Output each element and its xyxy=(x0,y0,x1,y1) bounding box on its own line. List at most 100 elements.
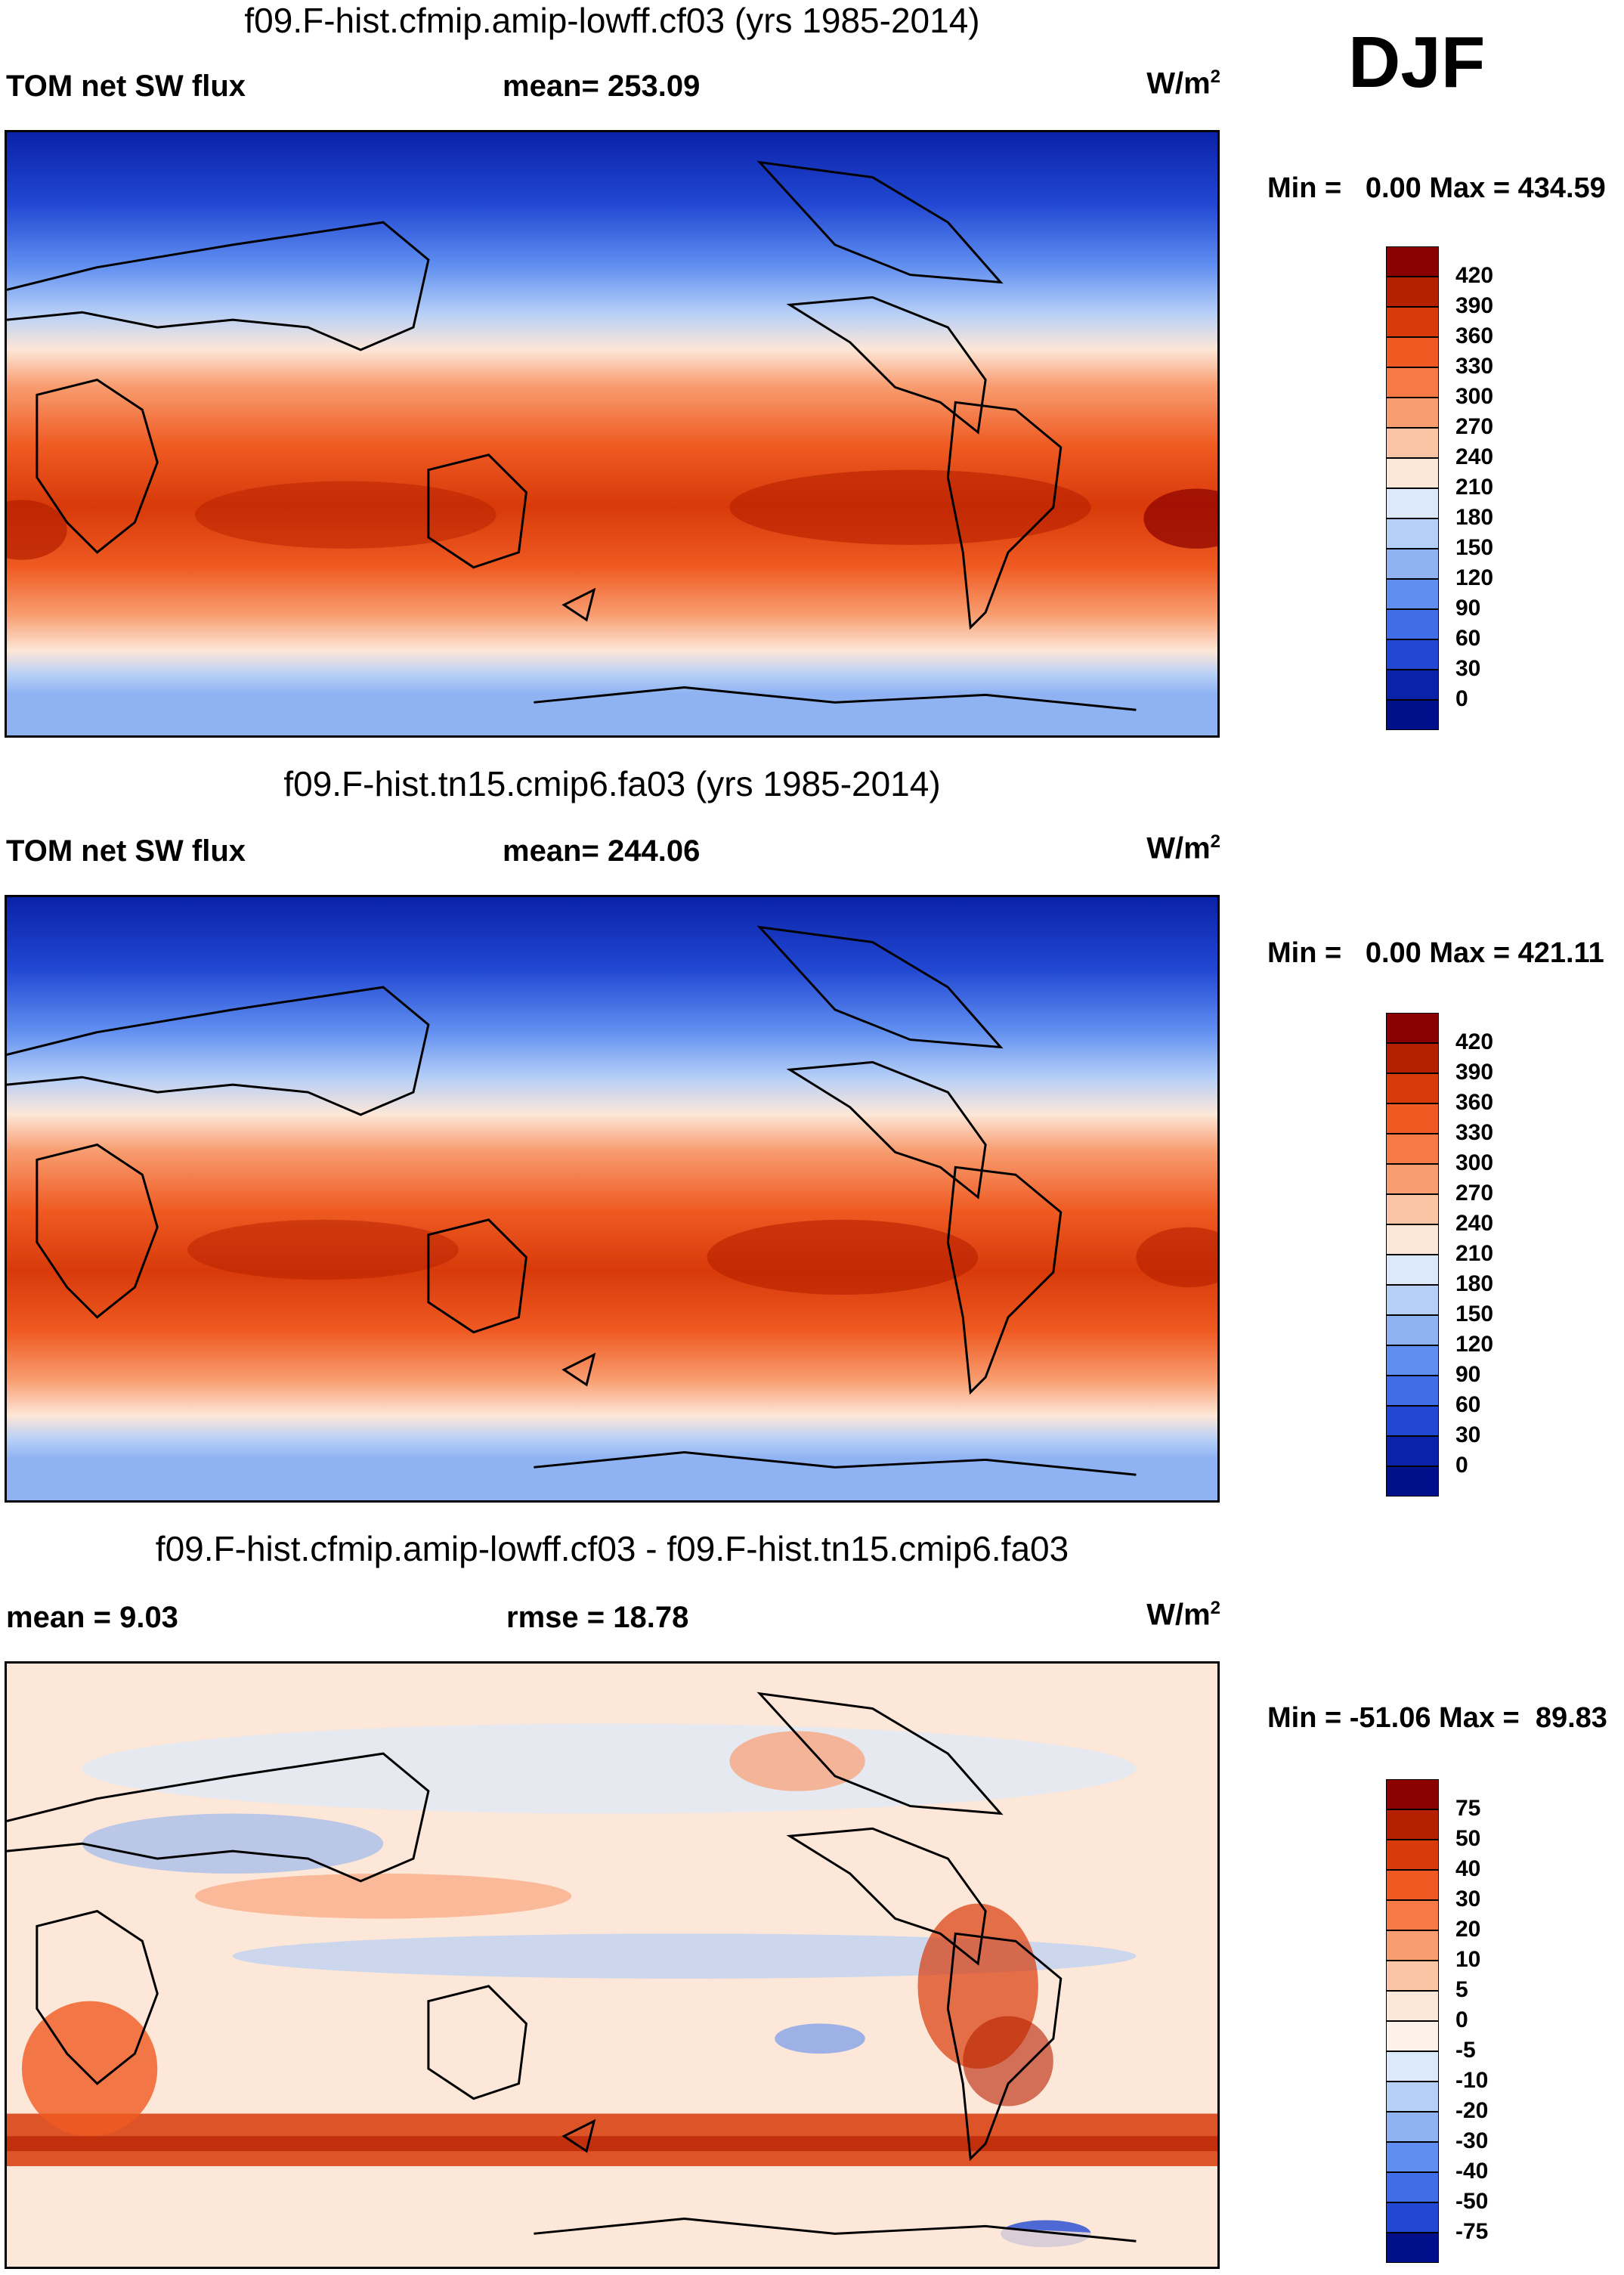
colorbar-swatch xyxy=(1386,1466,1439,1497)
colorbar-tick-label: 30 xyxy=(1455,1887,1481,1911)
colorbar-tick-label: 5 xyxy=(1455,1977,1468,2002)
colorbar-swatch xyxy=(1386,277,1439,307)
colorbar-tick-label: 10 xyxy=(1455,1947,1481,1972)
colorbar-tick-label: 270 xyxy=(1455,414,1494,439)
colorbar-swatch xyxy=(1386,1406,1439,1436)
colorbar-tick-label: -75 xyxy=(1455,2219,1489,2244)
colorbar-swatch xyxy=(1386,428,1439,458)
colorbar-tick-label: 30 xyxy=(1455,656,1481,681)
colorbar-tick-label: -5 xyxy=(1455,2038,1476,2063)
panel1-colorbar: 420 390 360 330 300 270 240 210 180 150 120 90 60 30 0 xyxy=(1386,246,1493,730)
panel1-variable-label: TOM net SW flux xyxy=(6,70,246,103)
panel3-minmax: Min = -51.06 Max = 89.83 xyxy=(1267,1702,1607,1734)
colorbar-tick-label: 420 xyxy=(1455,263,1494,288)
colorbar-swatch xyxy=(1386,1134,1439,1164)
colorbar-tick-label: 240 xyxy=(1455,1211,1494,1236)
colorbar-swatch xyxy=(1386,579,1439,609)
colorbar-swatch xyxy=(1386,1436,1439,1466)
colorbar-swatch xyxy=(1386,1870,1439,1900)
panel3-title: f09.F-hist.cfmip.amip-lowff.cf03 - f09.F… xyxy=(155,1529,1069,1568)
colorbar-swatch xyxy=(1386,1840,1439,1870)
colorbar-swatch xyxy=(1386,2202,1439,2233)
panel2-colorbar: 420 390 360 330 300 270 240 210 180 150 120 90 60 30 0 xyxy=(1386,1013,1493,1497)
colorbar-swatch xyxy=(1386,1991,1439,2021)
colorbar-swatch xyxy=(1386,1376,1439,1406)
colorbar-swatch xyxy=(1386,1345,1439,1376)
colorbar-tick-label: 75 xyxy=(1455,1796,1481,1821)
panel3-map xyxy=(5,1661,1220,2269)
colorbar-tick-label: 150 xyxy=(1455,1302,1494,1326)
colorbar-swatch xyxy=(1386,337,1439,367)
colorbar-swatch xyxy=(1386,367,1439,398)
colorbar-tick-label: 390 xyxy=(1455,1060,1494,1085)
colorbar-tick-label: -20 xyxy=(1455,2098,1489,2123)
panel3-mean: mean = 9.03 xyxy=(6,1601,178,1634)
colorbar-tick-label: 90 xyxy=(1455,1362,1481,1387)
panel2-units: W/m2 xyxy=(1146,831,1220,865)
season-label: DJF xyxy=(1348,22,1486,103)
colorbar-swatch xyxy=(1386,1013,1439,1043)
colorbar-swatch xyxy=(1386,1930,1439,1961)
colorbar-tick-label: 90 xyxy=(1455,596,1481,621)
colorbar-swatch xyxy=(1386,700,1439,730)
colorbar-tick-label: 330 xyxy=(1455,1120,1494,1145)
panel1-field xyxy=(7,132,1217,735)
colorbar-swatch xyxy=(1386,1315,1439,1345)
panel2-variable-label: TOM net SW flux xyxy=(6,834,246,868)
colorbar-tick-label: 150 xyxy=(1455,535,1494,560)
panel1-minmax: Min = 0.00 Max = 434.59 xyxy=(1267,172,1606,204)
colorbar-swatch xyxy=(1386,1073,1439,1103)
colorbar-tick-label: 120 xyxy=(1455,565,1494,590)
colorbar-tick-label: 0 xyxy=(1455,2007,1468,2032)
colorbar-swatch xyxy=(1386,1164,1439,1194)
colorbar-swatch xyxy=(1386,1224,1439,1255)
colorbar-tick-label: 330 xyxy=(1455,354,1494,379)
colorbar-swatch xyxy=(1386,1961,1439,1991)
colorbar-swatch xyxy=(1386,2233,1439,2263)
colorbar-swatch xyxy=(1386,518,1439,549)
colorbar-swatch xyxy=(1386,2051,1439,2082)
colorbar-tick-label: -10 xyxy=(1455,2068,1489,2093)
colorbar-tick-label: 240 xyxy=(1455,444,1494,469)
colorbar-swatch xyxy=(1386,1809,1439,1840)
colorbar-swatch xyxy=(1386,1779,1439,1809)
colorbar-tick-label: 0 xyxy=(1455,1453,1468,1478)
colorbar-tick-label: -50 xyxy=(1455,2189,1489,2214)
colorbar-swatch xyxy=(1386,2082,1439,2112)
panel3-units: W/m2 xyxy=(1146,1598,1220,1632)
colorbar-tick-label: 210 xyxy=(1455,1241,1494,1266)
colorbar-swatch xyxy=(1386,1194,1439,1224)
panel1-mean: mean= 253.09 xyxy=(503,70,701,103)
colorbar-tick-label: 20 xyxy=(1455,1917,1481,1942)
colorbar-swatch xyxy=(1386,639,1439,670)
colorbar-swatch xyxy=(1386,398,1439,428)
colorbar-tick-label: 420 xyxy=(1455,1029,1494,1054)
panel2-coastlines xyxy=(7,925,1137,1476)
colorbar-tick-label: 300 xyxy=(1455,1150,1494,1175)
colorbar-swatch xyxy=(1386,2112,1439,2142)
panel3-colorbar: 75 50 40 30 20 10 5 0 -5 -10 -20 -30 -40 -50 -75 xyxy=(1386,1779,1488,2263)
colorbar-swatch xyxy=(1386,1043,1439,1073)
colorbar-tick-label: 60 xyxy=(1455,1392,1481,1417)
colorbar-tick-label: 180 xyxy=(1455,505,1494,530)
colorbar-swatch xyxy=(1386,609,1439,639)
colorbar-tick-label: 60 xyxy=(1455,626,1481,651)
colorbar-tick-label: 40 xyxy=(1455,1856,1481,1881)
colorbar-tick-label: 360 xyxy=(1455,323,1494,348)
colorbar-tick-label: 360 xyxy=(1455,1090,1494,1115)
panel1-units: W/m2 xyxy=(1146,67,1220,101)
colorbar-tick-label: 180 xyxy=(1455,1271,1494,1296)
panel1-title: f09.F-hist.cfmip.amip-lowff.cf03 (yrs 19… xyxy=(244,1,980,40)
colorbar-tick-label: 300 xyxy=(1455,384,1494,409)
colorbar-tick-label: -40 xyxy=(1455,2159,1489,2184)
panel2-map xyxy=(5,895,1220,1503)
colorbar-swatch xyxy=(1386,670,1439,700)
colorbar-swatch xyxy=(1386,2021,1439,2051)
colorbar-tick-label: 270 xyxy=(1455,1181,1494,1206)
panel2-minmax: Min = 0.00 Max = 421.11 xyxy=(1267,937,1604,969)
colorbar-swatch xyxy=(1386,1103,1439,1134)
colorbar-swatch xyxy=(1386,1285,1439,1315)
colorbar-swatch xyxy=(1386,1900,1439,1930)
colorbar-swatch xyxy=(1386,246,1439,277)
colorbar-tick-label: 390 xyxy=(1455,293,1494,318)
